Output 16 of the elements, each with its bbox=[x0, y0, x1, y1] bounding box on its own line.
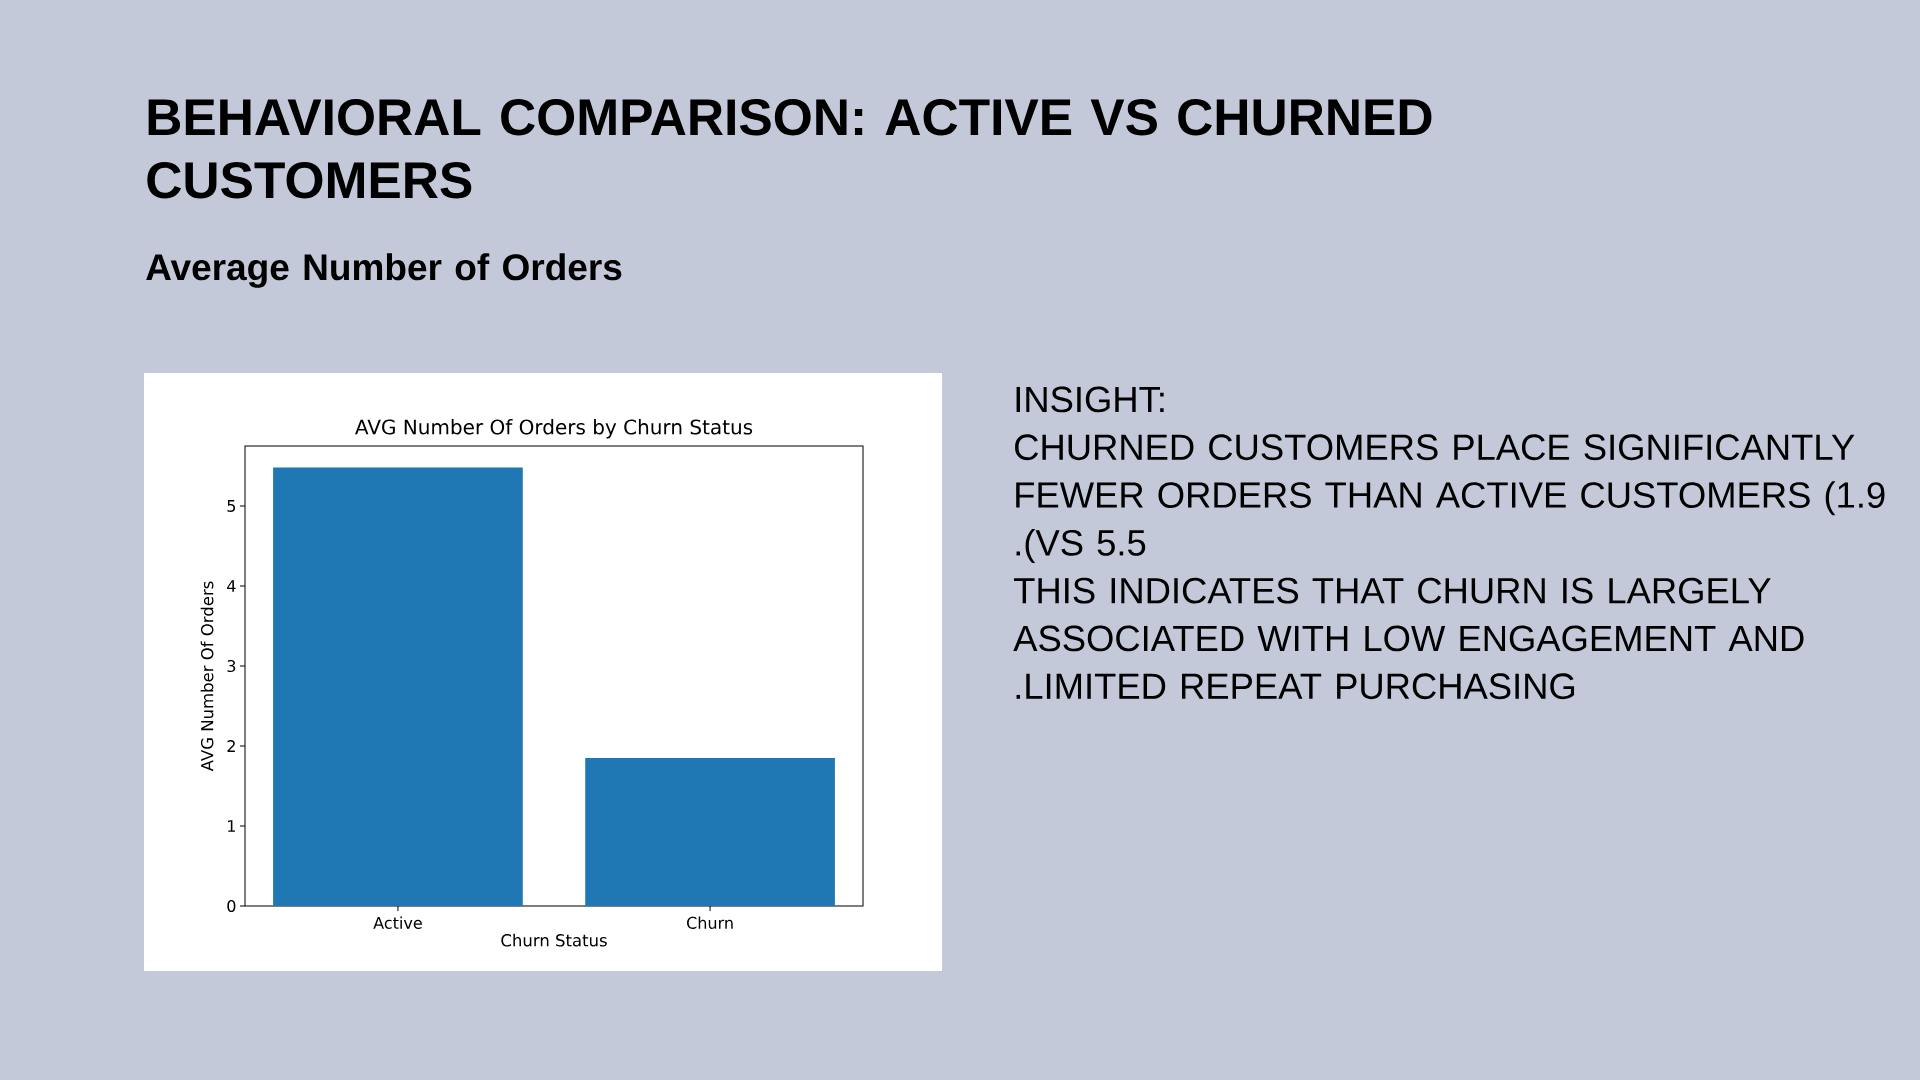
y-tick-label: 4 bbox=[227, 580, 236, 592]
y-tick-label: 0 bbox=[227, 899, 236, 913]
y-tick-label: 5 bbox=[227, 500, 236, 512]
text: AVG Number Of Orders by Churn Status bbox=[355, 419, 753, 439]
y-tick-label: 1 bbox=[228, 820, 235, 832]
chart-title: BEHAVIORAL COMPARISON: ACTIVE VS CHURNED CUSTOMERS bbox=[147, 99, 1432, 199]
x-tick-label: Active bbox=[373, 916, 422, 929]
text: THIS INDICATES THAT CHURN IS LARGELY ASSOCIATED WITH LOW ENGAGEMENT AND .LIMITED REPEAT PURCHASING bbox=[1013, 577, 1804, 700]
chart-subtitle: Average Number of Orders bbox=[146, 253, 622, 288]
y-tick-label: 2 bbox=[227, 740, 235, 752]
x-tick-label: Churn bbox=[687, 916, 733, 929]
x-axis-title: Churn Status bbox=[501, 933, 607, 947]
y-axis-title: AVG Number Of Orders bbox=[200, 581, 214, 772]
text: CHURNED CUSTOMERS PLACE SIGNIFICANTLY FEWER ORDERS THAN ACTIVE CUSTOMERS (1.9 .(VS 5.5 bbox=[1015, 434, 1885, 563]
text: INSIGHT: bbox=[1016, 386, 1164, 413]
y-tick-label: 3 bbox=[227, 659, 236, 673]
